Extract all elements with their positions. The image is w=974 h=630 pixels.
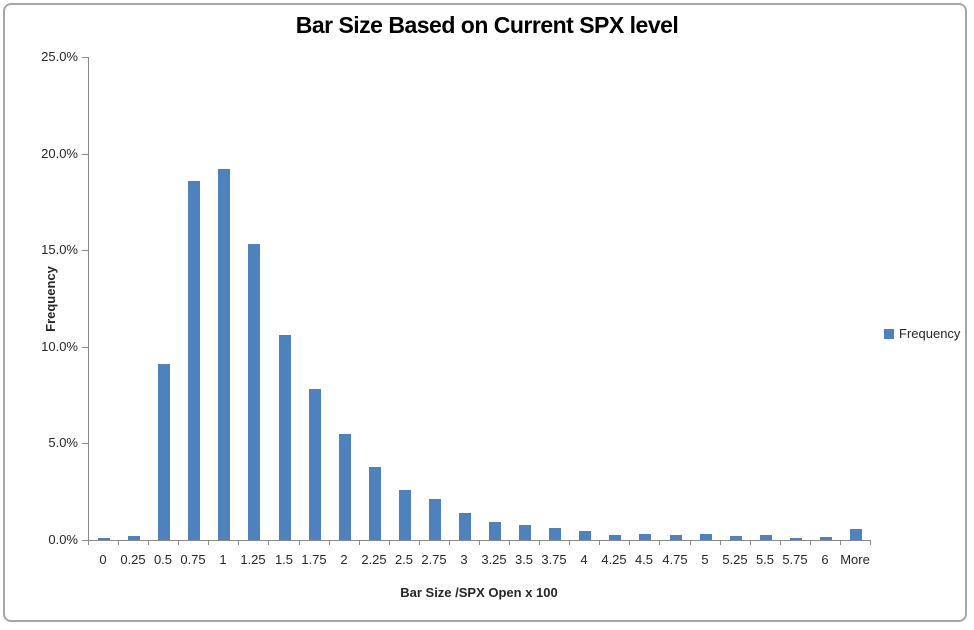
y-tick-mark (82, 250, 88, 251)
y-tick-mark (82, 347, 88, 348)
bar-2.25 (369, 467, 381, 540)
x-tick-mark (88, 541, 89, 545)
x-tick-mark (539, 541, 540, 545)
bar-0.5 (158, 364, 170, 540)
bar-3 (459, 513, 471, 540)
bar-2 (339, 434, 351, 540)
x-tick-label: 2 (340, 552, 348, 567)
bar-4.25 (609, 535, 621, 540)
legend-label: Frequency (899, 326, 961, 341)
x-tick-label: 4 (580, 552, 588, 567)
x-tick-label: 4.5 (634, 552, 654, 567)
x-tick-mark (449, 541, 450, 545)
bar-4 (579, 531, 591, 540)
x-tick-mark (359, 541, 360, 545)
x-tick-mark (178, 541, 179, 545)
x-tick-mark (599, 541, 600, 545)
y-tick-label: 15.0% (41, 242, 78, 257)
x-tick-label: 1.75 (301, 552, 327, 567)
x-tick-mark (870, 541, 871, 545)
x-tick-label: 3 (460, 552, 468, 567)
x-tick-label: 3.75 (541, 552, 567, 567)
y-tick-mark (82, 443, 88, 444)
y-tick-mark (82, 57, 88, 58)
x-tick-mark (780, 541, 781, 545)
bar-3.25 (489, 522, 501, 540)
x-tick-label: 4.25 (601, 552, 627, 567)
bar-0.75 (188, 181, 200, 540)
x-tick-mark (509, 541, 510, 545)
x-tick-label: 5.75 (782, 552, 808, 567)
x-tick-label: 5.5 (755, 552, 775, 567)
x-tick-label: 5 (701, 552, 709, 567)
x-tick-mark (118, 541, 119, 545)
x-tick-label: 3.25 (481, 552, 507, 567)
x-tick-label: 2.75 (421, 552, 447, 567)
legend: Frequency (884, 326, 960, 341)
x-tick-label: 4.75 (662, 552, 688, 567)
x-tick-mark (810, 541, 811, 545)
x-tick-label: 0.25 (120, 552, 146, 567)
x-tick-mark (329, 541, 330, 545)
y-tick-label: 10.0% (41, 339, 78, 354)
bar-4.5 (639, 534, 651, 540)
x-tick-mark (690, 541, 691, 545)
x-tick-label: 2.5 (394, 552, 414, 567)
y-tick-label: 20.0% (41, 146, 78, 161)
plot-area (88, 57, 871, 541)
y-tick-mark (82, 540, 88, 541)
chart-title: Bar Size Based on Current SPX level (295, 12, 679, 38)
bar-2.5 (399, 490, 411, 540)
bar-5.5 (760, 535, 772, 540)
x-tick-label: 6 (821, 552, 829, 567)
x-tick-mark (389, 541, 390, 545)
bar-1.5 (279, 335, 291, 540)
x-tick-label: More (840, 552, 870, 567)
y-tick-label: 25.0% (41, 49, 78, 64)
x-tick-mark (569, 541, 570, 545)
x-tick-mark (208, 541, 209, 545)
bar-5.25 (730, 536, 742, 540)
x-tick-mark (720, 541, 721, 545)
x-tick-label: 0.75 (180, 552, 206, 567)
x-tick-label: 0.5 (153, 552, 173, 567)
x-tick-mark (238, 541, 239, 545)
x-tick-label: 2.25 (361, 552, 387, 567)
x-tick-mark (419, 541, 420, 545)
x-tick-label: 1 (219, 552, 227, 567)
bar-4.75 (670, 535, 682, 540)
x-tick-mark (750, 541, 751, 545)
x-tick-label: 3.5 (514, 552, 534, 567)
bar-5.75 (790, 538, 802, 540)
x-tick-label: 1.5 (274, 552, 294, 567)
bar-1 (218, 169, 230, 540)
y-tick-mark (82, 154, 88, 155)
bar-1.75 (309, 389, 321, 540)
bar-6 (820, 537, 832, 540)
bar-1.25 (248, 244, 260, 540)
x-tick-mark (268, 541, 269, 545)
y-tick-label: 5.0% (48, 435, 78, 450)
bar-5 (700, 534, 712, 540)
y-tick-label: 0.0% (48, 532, 78, 547)
x-axis-title: Bar Size /SPX Open x 100 (400, 585, 558, 600)
x-tick-mark (299, 541, 300, 545)
x-tick-mark (629, 541, 630, 545)
bar-More (850, 529, 862, 540)
bar-0.25 (128, 536, 140, 540)
legend-swatch-icon (884, 328, 894, 339)
x-tick-label: 5.25 (722, 552, 748, 567)
bar-2.75 (429, 499, 441, 540)
x-tick-label: 1.25 (240, 552, 266, 567)
x-tick-mark (479, 541, 480, 545)
x-tick-mark (148, 541, 149, 545)
bar-0 (98, 538, 110, 540)
bar-3.5 (519, 525, 531, 540)
x-tick-label: 0 (99, 552, 107, 567)
bar-3.75 (549, 528, 561, 540)
x-tick-mark (840, 541, 841, 545)
x-tick-mark (659, 541, 660, 545)
